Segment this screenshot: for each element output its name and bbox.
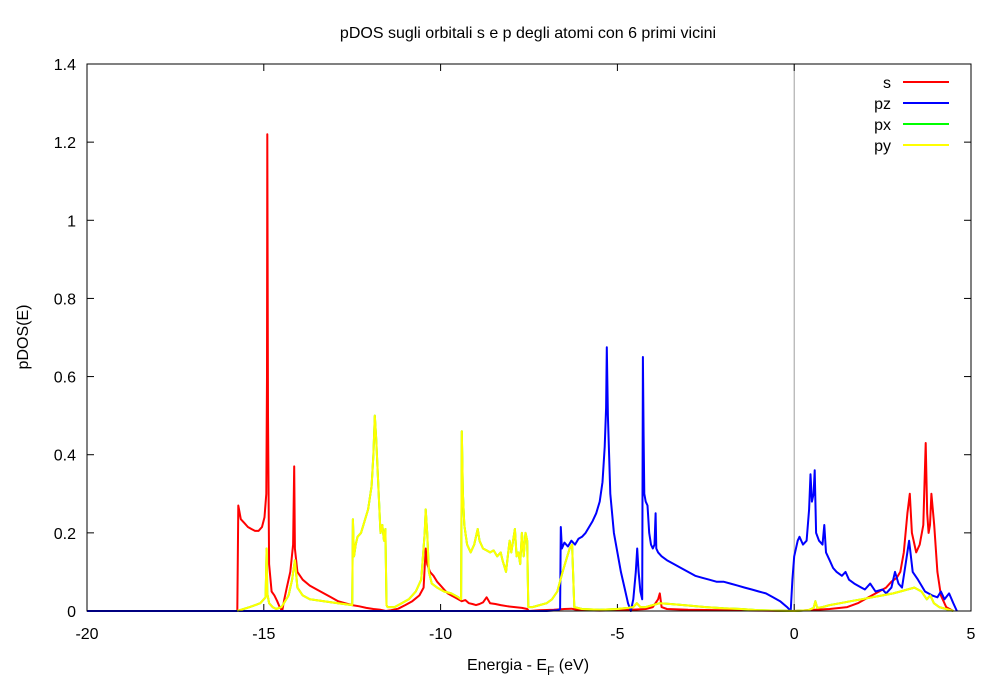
legend-label-py: py bbox=[874, 138, 891, 155]
x-tick-label: -5 bbox=[610, 626, 624, 643]
y-tick-label: 1 bbox=[67, 213, 76, 230]
series-line-py bbox=[236, 414, 954, 612]
series-line-pz bbox=[87, 346, 958, 612]
y-tick-label: 0.6 bbox=[54, 370, 76, 387]
legend-label-px: px bbox=[874, 117, 891, 134]
y-tick-label: 0.4 bbox=[54, 448, 76, 465]
x-tick-label: -15 bbox=[252, 626, 275, 643]
legend-label-s: s bbox=[883, 75, 891, 92]
y-tick-label: 0 bbox=[67, 604, 76, 621]
y-tick-label: 1.2 bbox=[54, 135, 76, 152]
chart-title: pDOS sugli orbitali s e p degli atomi co… bbox=[340, 25, 716, 42]
y-tick-label: 0.8 bbox=[54, 291, 76, 308]
x-tick-label: -20 bbox=[75, 626, 98, 643]
y-tick-label: 1.4 bbox=[54, 57, 76, 74]
y-tick-label: 0.2 bbox=[54, 526, 76, 543]
x-tick-label: -10 bbox=[429, 626, 452, 643]
x-tick-label: 5 bbox=[967, 626, 976, 643]
series-line-s bbox=[236, 133, 954, 612]
legend-label-pz: pz bbox=[874, 96, 891, 113]
x-tick-label: 0 bbox=[790, 626, 799, 643]
plot-frame bbox=[86, 63, 972, 612]
legend: s pz px py bbox=[874, 75, 949, 155]
x-axis-label: Energia - EF (eV) bbox=[467, 657, 589, 678]
y-axis-label: pDOS(E) bbox=[15, 305, 32, 370]
